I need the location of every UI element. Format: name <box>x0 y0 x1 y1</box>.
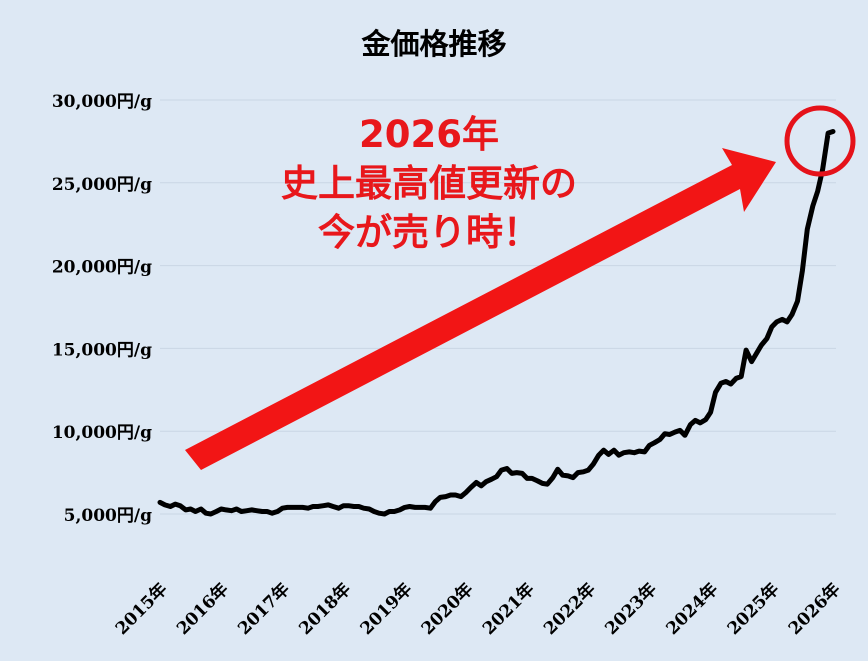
y-tick-label: 15,000円/g <box>52 340 152 360</box>
red-trend-arrow <box>185 148 776 470</box>
trend-arrow <box>185 148 776 470</box>
y-tick-label: 30,000円/g <box>52 92 152 112</box>
annotation-text: 2026年 史上最高値更新の 今が売り時！ <box>281 113 577 254</box>
annotation-line-1: 2026年 <box>359 113 499 156</box>
chart-title: 金価格推移 <box>360 27 506 61</box>
series-layer <box>157 129 836 517</box>
gold-price-line <box>157 129 836 517</box>
annotation-line-3: 今が売り時！ <box>318 211 540 254</box>
annotation-line-2: 史上最高値更新の <box>281 162 577 205</box>
y-tick-label: 25,000円/g <box>52 175 152 195</box>
y-tick-label: 10,000円/g <box>52 423 152 443</box>
peak-highlight-circle <box>784 105 856 177</box>
y-tick-label: 5,000円/g <box>64 506 152 526</box>
y-axis-ticks: 30,000円/g 25,000円/g 20,000円/g 15,000円/g 10,0… <box>52 92 152 526</box>
grid-lines <box>160 99 836 515</box>
y-tick-label: 20,000円/g <box>52 258 152 278</box>
